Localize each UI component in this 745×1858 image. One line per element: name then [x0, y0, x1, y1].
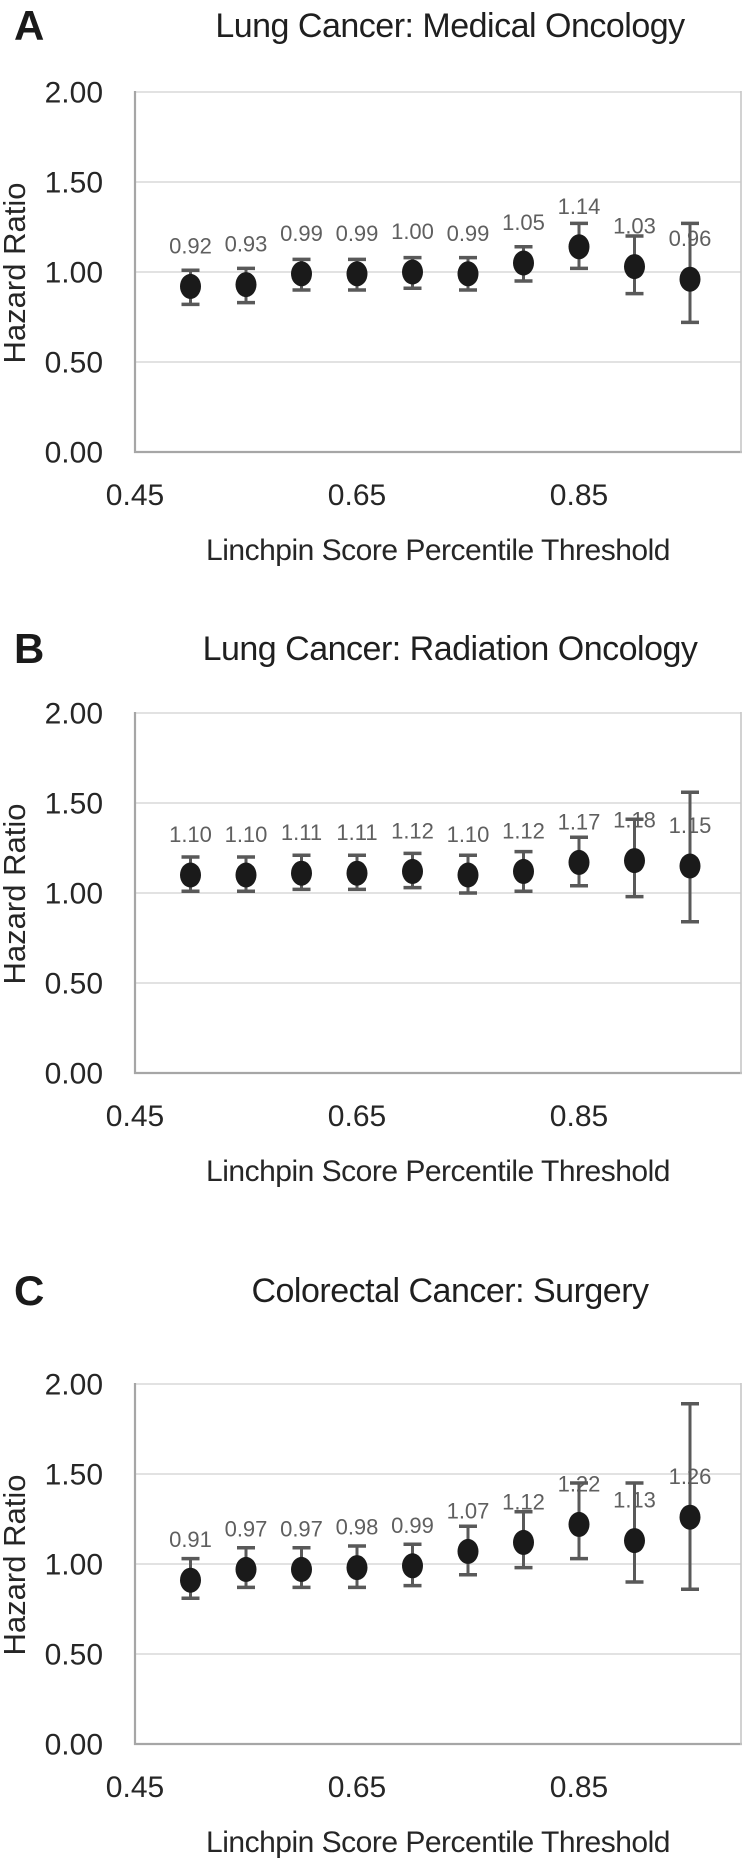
chart-panel-a: 2.00 1.50 1.00 0.50 0.000.45 0.65 0.85 0.92 0.93…	[45, 77, 742, 512]
chart-panel-b: 2.00 1.50 1.00 0.50 0.000.45 0.65 0.85 1.10 1.10…	[45, 698, 742, 1133]
y-tick-label: 1.00	[45, 1549, 103, 1582]
x-tick-label: 0.85	[550, 1771, 608, 1804]
data-point-dot	[624, 1528, 645, 1554]
data-point-dot	[457, 1538, 479, 1564]
y-tick-label: 0.00	[45, 1729, 103, 1762]
hr-value-label: 1.05	[502, 210, 545, 235]
y-tick-label: 2.00	[45, 1369, 103, 1402]
y-tick-label: 2.00	[45, 698, 103, 731]
data-point-dot	[180, 862, 201, 888]
data-point-dot	[180, 273, 201, 299]
data-point-dot	[291, 261, 312, 287]
data-point-dot	[513, 1529, 534, 1555]
hr-value-label: 1.12	[391, 818, 434, 843]
panel-label-a: A	[14, 2, 44, 49]
hr-value-label: 0.99	[280, 221, 323, 246]
hr-value-label: 0.99	[447, 221, 490, 246]
x-tick-label: 0.65	[328, 1100, 386, 1133]
y-tick-label: 1.50	[45, 788, 103, 821]
x-tick-label: 0.65	[328, 479, 386, 512]
data-point-dot	[346, 261, 368, 287]
hr-value-label: 0.97	[280, 1516, 323, 1541]
data-point-dot	[513, 250, 534, 276]
hr-value-label: 1.11	[281, 820, 322, 845]
data-point-dot	[568, 849, 590, 875]
hr-value-label: 1.07	[447, 1498, 490, 1523]
x-tick-label: 0.45	[106, 479, 164, 512]
y-tick-label: 1.50	[45, 167, 103, 200]
data-point-dot	[235, 862, 257, 888]
data-point-dot	[235, 1556, 257, 1582]
y-tick-label: 0.50	[45, 347, 103, 380]
data-point-dot	[402, 259, 423, 285]
data-point-dot	[624, 254, 645, 280]
hr-value-label: 1.00	[391, 219, 434, 244]
hr-value-label: 1.12	[502, 818, 545, 843]
chart-panel-c: 2.00 1.50 1.00 0.50 0.000.45 0.65 0.85 0.91 0.97…	[45, 1369, 742, 1804]
y-tick-label: 0.50	[45, 968, 103, 1001]
panel-title-a: Lung Cancer: Medical Oncology	[215, 7, 685, 45]
panel-label-b: B	[14, 625, 44, 672]
x-axis-title-a: Linchpin Score Percentile Threshold	[206, 534, 670, 567]
y-tick-label: 0.00	[45, 1058, 103, 1091]
x-axis-title-b: Linchpin Score Percentile Threshold	[206, 1155, 670, 1188]
data-point-dot	[679, 853, 701, 879]
data-point-dot	[679, 266, 701, 292]
x-tick-label: 0.85	[550, 479, 608, 512]
data-point-dot	[457, 862, 479, 888]
data-point-dot	[346, 1555, 368, 1581]
hr-value-label: 0.91	[169, 1527, 212, 1552]
x-tick-label: 0.45	[106, 1100, 164, 1133]
hr-value-label: 0.93	[225, 232, 268, 257]
data-point-dot	[513, 858, 534, 884]
hr-value-label: 0.99	[391, 1513, 434, 1538]
hr-value-label: 1.11	[336, 820, 377, 845]
data-point-dot	[568, 1511, 590, 1537]
panel-title-b: Lung Cancer: Radiation Oncology	[202, 630, 698, 668]
x-tick-label: 0.85	[550, 1100, 608, 1133]
y-tick-label: 0.50	[45, 1639, 103, 1672]
y-tick-label: 1.50	[45, 1459, 103, 1492]
hr-value-label: 0.98	[336, 1515, 379, 1540]
data-point-dot	[568, 234, 590, 260]
data-point-dot	[291, 860, 312, 886]
data-point-dot	[457, 261, 479, 287]
data-point-dot	[235, 272, 257, 298]
data-point-dot	[346, 860, 368, 886]
x-axis-title-c: Linchpin Score Percentile Threshold	[206, 1826, 670, 1858]
data-point-dot	[402, 1553, 423, 1579]
panel-title-c: Colorectal Cancer: Surgery	[251, 1272, 649, 1310]
panel-label-c: C	[14, 1267, 44, 1314]
data-point-dot	[679, 1504, 701, 1530]
data-point-dot	[180, 1567, 201, 1593]
y-tick-label: 1.00	[45, 878, 103, 911]
hr-value-label: 0.99	[336, 221, 379, 246]
hr-value-label: 1.17	[558, 809, 601, 834]
data-point-dot	[291, 1556, 312, 1582]
hr-value-label: 1.14	[558, 194, 601, 219]
data-point-dot	[624, 848, 645, 874]
hr-value-label: 0.97	[225, 1516, 268, 1541]
y-tick-label: 2.00	[45, 77, 103, 110]
hr-value-label: 1.10	[225, 822, 268, 847]
x-tick-label: 0.45	[106, 1771, 164, 1804]
x-tick-label: 0.65	[328, 1771, 386, 1804]
y-tick-label: 0.00	[45, 437, 103, 470]
hr-value-label: 1.10	[447, 822, 490, 847]
y-tick-label: 1.00	[45, 257, 103, 290]
hr-value-label: 1.10	[169, 822, 212, 847]
hr-value-label: 0.92	[169, 233, 212, 258]
data-point-dot	[402, 858, 423, 884]
